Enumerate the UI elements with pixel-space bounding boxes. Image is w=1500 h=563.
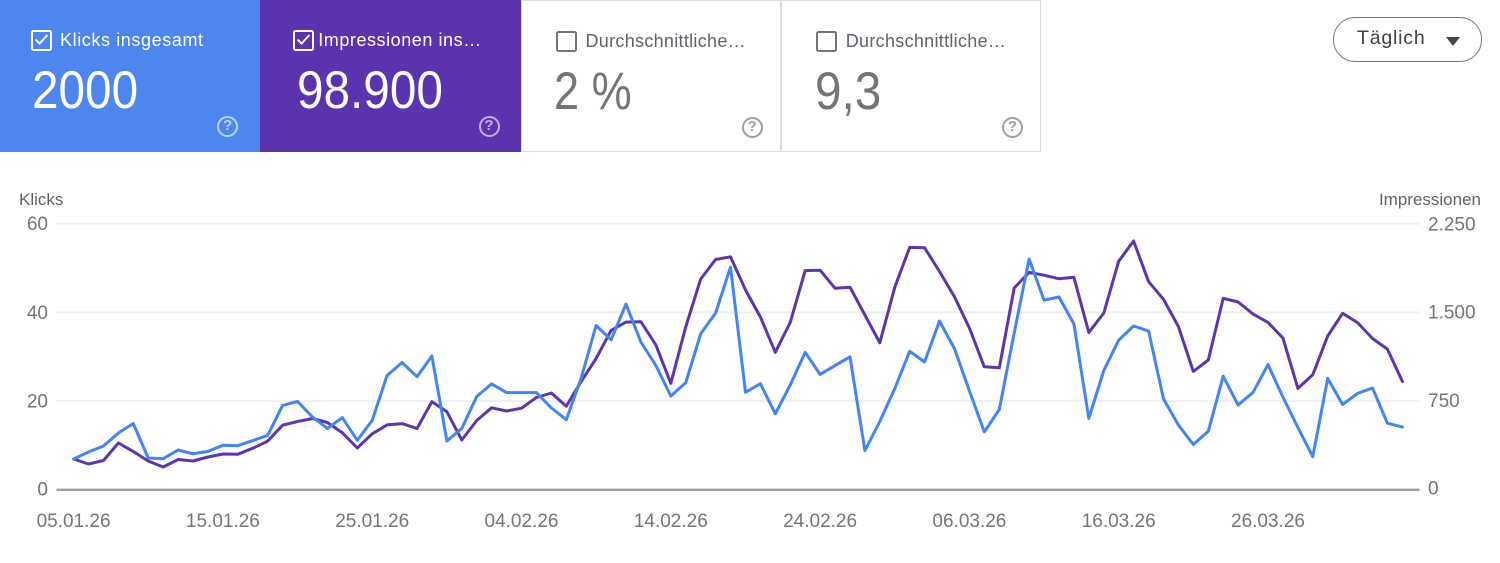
svg-text:0: 0 <box>37 480 48 501</box>
svg-text:15.01.26: 15.01.26 <box>186 511 260 532</box>
svg-text:2.250: 2.250 <box>1428 215 1476 236</box>
svg-text:40: 40 <box>27 303 48 324</box>
svg-text:0: 0 <box>1428 479 1439 500</box>
svg-text:16.03.26: 16.03.26 <box>1082 511 1156 532</box>
svg-text:14.02.26: 14.02.26 <box>634 511 708 532</box>
svg-text:Klicks: Klicks <box>19 190 63 209</box>
svg-text:20: 20 <box>27 392 48 413</box>
svg-text:24.02.26: 24.02.26 <box>783 511 857 532</box>
svg-text:04.02.26: 04.02.26 <box>485 511 559 532</box>
svg-text:Impressionen: Impressionen <box>1379 190 1481 209</box>
svg-text:60: 60 <box>27 214 48 235</box>
svg-text:05.01.26: 05.01.26 <box>37 511 111 532</box>
svg-text:25.01.26: 25.01.26 <box>335 511 409 532</box>
svg-text:1.500: 1.500 <box>1428 303 1476 324</box>
svg-text:06.03.26: 06.03.26 <box>932 511 1006 532</box>
svg-text:26.03.26: 26.03.26 <box>1231 511 1305 532</box>
svg-text:750: 750 <box>1428 391 1460 412</box>
